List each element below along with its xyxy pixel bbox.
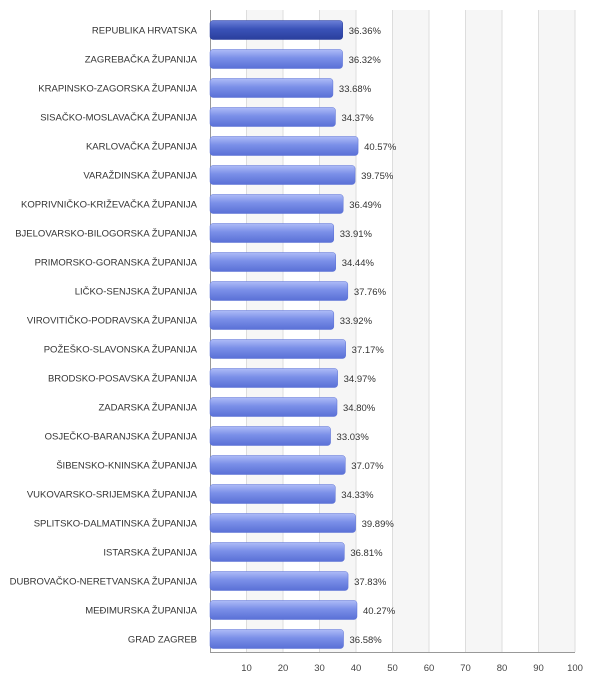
bar: [209, 252, 336, 272]
category-label: VARAŽDINSKA ŽUPANIJA: [83, 171, 197, 182]
bar: [209, 571, 349, 591]
x-tick-label: 100: [567, 663, 583, 674]
value-label: 34.33%: [341, 490, 374, 501]
category-label: ŠIBENSKO-KNINSKA ŽUPANIJA: [56, 461, 197, 472]
category-label: BRODSKO-POSAVSKA ŽUPANIJA: [48, 374, 198, 385]
value-label: 34.37%: [341, 113, 374, 124]
value-label: 36.36%: [349, 26, 382, 37]
x-tick-label: 30: [314, 663, 325, 674]
value-label: 39.89%: [362, 519, 395, 530]
category-label: GRAD ZAGREB: [128, 635, 197, 646]
value-label: 36.32%: [349, 55, 382, 66]
x-tick-label: 40: [351, 663, 362, 674]
x-tick-label: 70: [460, 663, 471, 674]
bar: [209, 600, 358, 620]
bar: [209, 484, 336, 504]
bar: [209, 426, 331, 446]
value-label: 37.83%: [354, 577, 387, 588]
bar: [209, 513, 356, 533]
value-label: 34.44%: [342, 258, 375, 269]
value-label: 33.68%: [339, 84, 372, 95]
category-label: DUBROVAČKO-NERETVANSKA ŽUPANIJA: [10, 577, 198, 588]
bar: [209, 49, 343, 69]
value-label: 39.75%: [361, 171, 394, 182]
bar: [209, 281, 349, 301]
x-tick-label: 10: [241, 663, 252, 674]
category-label: SPLITSKO-DALMATINSKA ŽUPANIJA: [34, 519, 198, 530]
x-tick-label: 90: [533, 663, 544, 674]
category-label: ZADARSKA ŽUPANIJA: [98, 403, 197, 414]
bar: [209, 629, 344, 649]
value-label: 37.07%: [351, 461, 384, 472]
category-label: PRIMORSKO-GORANSKA ŽUPANIJA: [35, 258, 198, 269]
grid-band: [538, 10, 575, 652]
value-label: 34.80%: [343, 403, 376, 414]
value-label: 33.92%: [340, 316, 373, 327]
bar: [209, 310, 335, 330]
bar: [209, 368, 338, 388]
x-tick-label: 80: [497, 663, 508, 674]
category-label: VIROVITIČKO-PODRAVSKA ŽUPANIJA: [27, 316, 198, 327]
value-label: 37.17%: [352, 345, 385, 356]
category-label: MEĐIMURSKA ŽUPANIJA: [85, 606, 197, 617]
bar: [209, 339, 346, 359]
category-labels: REPUBLIKA HRVATSKA ZAGREBAČKA ŽUPANIJA KRA…: [10, 26, 198, 646]
bars: [209, 20, 359, 649]
value-labels: 36.36% 36.32% 33.68% 34.37% 40.57% 39.75% 36.4…: [337, 26, 397, 646]
bar: [209, 107, 336, 127]
category-label: SISAČKO-MOSLAVAČKA ŽUPANIJA: [40, 113, 197, 124]
x-tick-label: 60: [424, 663, 435, 674]
category-label: KRAPINSKO-ZAGORSKA ŽUPANIJA: [38, 84, 197, 95]
grid-band: [465, 10, 502, 652]
category-label: VUKOVARSKO-SRIJEMSKA ŽUPANIJA: [27, 490, 198, 501]
bar: [209, 194, 344, 214]
bar: [209, 223, 335, 243]
bar: [209, 455, 346, 475]
grid-bands: [246, 10, 575, 652]
x-tick-label: 20: [278, 663, 289, 674]
value-label: 36.58%: [350, 635, 383, 646]
bar: [209, 165, 356, 185]
value-label: 40.27%: [363, 606, 396, 617]
value-label: 36.81%: [350, 548, 383, 559]
x-tick-labels: 10 20 30 40 50 60 70 80 90 100: [241, 663, 583, 674]
bar: [209, 20, 343, 40]
category-label: KARLOVAČKA ŽUPANIJA: [86, 142, 198, 153]
category-label: ISTARSKA ŽUPANIJA: [103, 548, 197, 559]
category-label: OSJEČKO-BARANJSKA ŽUPANIJA: [45, 432, 198, 443]
category-label: POŽEŠKO-SLAVONSKA ŽUPANIJA: [44, 345, 198, 356]
category-label: KOPRIVNIČKO-KRIŽEVAČKA ŽUPANIJA: [21, 200, 198, 211]
x-tick-label: 50: [387, 663, 398, 674]
bar: [209, 136, 359, 156]
value-label: 33.03%: [337, 432, 370, 443]
category-label: ZAGREBAČKA ŽUPANIJA: [85, 55, 198, 66]
category-label: BJELOVARSKO-BILOGORSKA ŽUPANIJA: [15, 229, 197, 240]
category-label: REPUBLIKA HRVATSKA: [92, 26, 198, 37]
bar: [209, 542, 345, 562]
value-label: 33.91%: [340, 229, 373, 240]
bar: [209, 78, 334, 98]
value-label: 40.57%: [364, 142, 397, 153]
grid-band: [392, 10, 429, 652]
value-label: 34.97%: [344, 374, 377, 385]
bar: [209, 397, 338, 417]
value-label: 37.76%: [354, 287, 387, 298]
category-label: LIČKO-SENJSKA ŽUPANIJA: [75, 287, 198, 298]
grid-lines: [246, 10, 576, 652]
value-label: 36.49%: [349, 200, 382, 211]
